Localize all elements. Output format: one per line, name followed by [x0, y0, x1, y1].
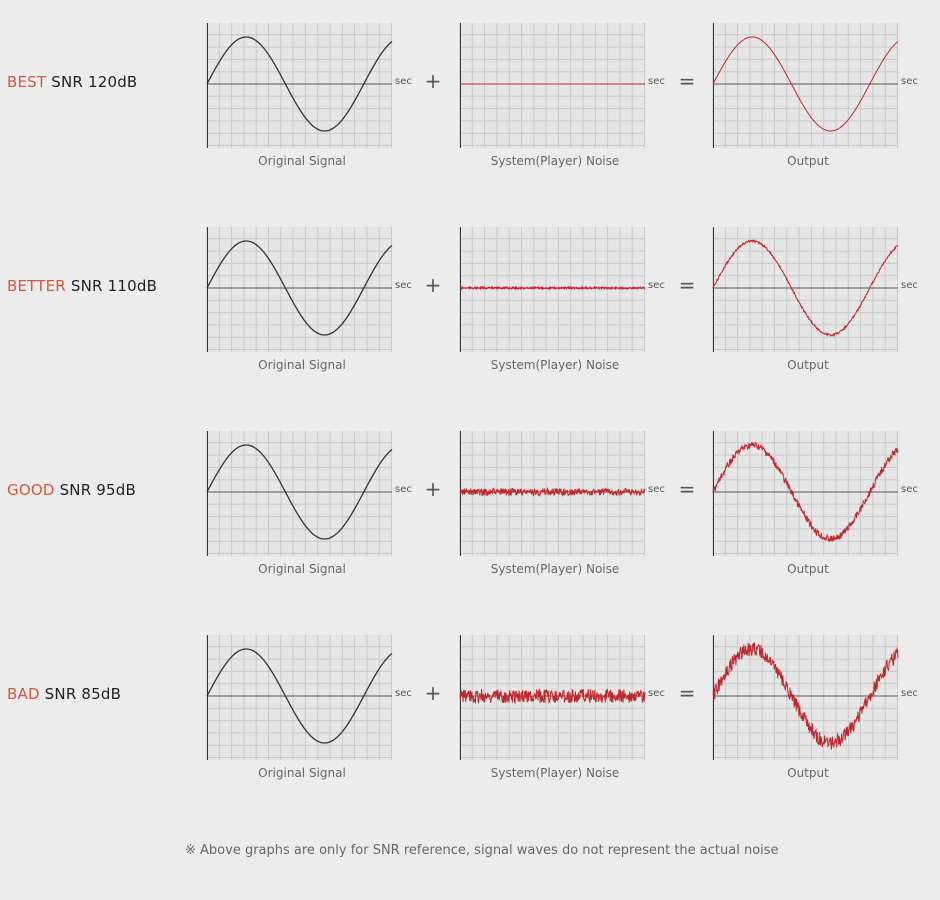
row-label: BETTER SNR 110dB [7, 277, 157, 295]
output-graph: sec Output [712, 635, 918, 780]
graph-caption: Output [787, 358, 829, 372]
graph-caption: Original Signal [258, 766, 346, 780]
snr-row-good: GOOD SNR 95dB sec Original Signal + sec … [0, 431, 940, 591]
sec-axis-label: sec [648, 688, 665, 699]
noise-waveform [459, 486, 646, 497]
graph-caption: System(Player) Noise [490, 562, 620, 576]
equals-operator: = [678, 681, 696, 705]
sec-axis-label: sec [395, 280, 412, 291]
noise-graph: sec System(Player) Noise [459, 431, 665, 576]
snr-value: SNR 95dB [59, 481, 136, 499]
snr-value: SNR 120dB [51, 73, 138, 91]
grid-lines [206, 23, 392, 148]
output-waveform [712, 441, 899, 543]
signal-plot [206, 635, 393, 760]
snr-value: SNR 110dB [70, 277, 158, 295]
row-label: GOOD SNR 95dB [7, 481, 136, 499]
equals-operator: = [678, 477, 696, 501]
snr-row-bad: BAD SNR 85dB sec Original Signal + sec S… [0, 635, 940, 795]
output-graph: sec Output [712, 431, 918, 576]
plus-operator: + [424, 477, 442, 501]
original-signal-graph: sec Original Signal [206, 23, 412, 168]
sec-axis-label: sec [901, 280, 918, 291]
noise-plot [459, 431, 646, 556]
original-signal-graph: sec Original Signal [206, 227, 412, 372]
equals-operator: = [678, 273, 696, 297]
sec-axis-label: sec [901, 688, 918, 699]
graph-caption: Output [787, 154, 829, 168]
signal-waveform [206, 648, 393, 744]
output-plot [712, 431, 899, 556]
plus-operator: + [424, 69, 442, 93]
grid-lines [459, 23, 645, 148]
noise-graph: sec System(Player) Noise [459, 23, 665, 168]
graph-caption: System(Player) Noise [490, 154, 620, 168]
sec-axis-label: sec [901, 76, 918, 87]
row-label: BAD SNR 85dB [7, 685, 121, 703]
graph-caption: Output [787, 562, 829, 576]
output-waveform [712, 642, 899, 750]
output-plot [712, 23, 899, 148]
equals-operator: = [678, 69, 696, 93]
grade-label: BEST [7, 73, 47, 91]
output-plot [712, 635, 899, 760]
sec-axis-label: sec [648, 76, 665, 87]
grid-lines [206, 227, 392, 352]
signal-waveform [206, 36, 393, 132]
sec-axis-label: sec [648, 280, 665, 291]
output-graph: sec Output [712, 23, 918, 168]
output-waveform [712, 36, 899, 132]
noise-plot [459, 635, 646, 760]
signal-plot [206, 227, 393, 352]
noise-plot [459, 227, 646, 352]
grade-label: GOOD [7, 481, 55, 499]
snr-row-best: BEST SNR 120dB sec Original Signal + sec… [0, 23, 940, 183]
original-signal-graph: sec Original Signal [206, 635, 412, 780]
plus-operator: + [424, 273, 442, 297]
sec-axis-label: sec [395, 484, 412, 495]
graph-caption: Original Signal [258, 154, 346, 168]
noise-graph: sec System(Player) Noise [459, 227, 665, 372]
snr-row-better: BETTER SNR 110dB sec Original Signal + s… [0, 227, 940, 387]
plus-operator: + [424, 681, 442, 705]
footnote: ※ Above graphs are only for SNR referenc… [185, 843, 779, 858]
signal-plot [206, 431, 393, 556]
grade-label: BAD [7, 685, 40, 703]
graph-caption: Original Signal [258, 358, 346, 372]
noise-waveform [459, 687, 646, 705]
original-signal-graph: sec Original Signal [206, 431, 412, 576]
graph-caption: Output [787, 766, 829, 780]
output-plot [712, 227, 899, 352]
sec-axis-label: sec [901, 484, 918, 495]
row-label: BEST SNR 120dB [7, 73, 137, 91]
snr-value: SNR 85dB [44, 685, 122, 703]
noise-plot [459, 23, 645, 148]
sec-axis-label: sec [395, 76, 412, 87]
noise-graph: sec System(Player) Noise [459, 635, 665, 780]
noise-waveform [459, 285, 646, 291]
sec-axis-label: sec [648, 484, 665, 495]
output-graph: sec Output [712, 227, 918, 372]
sec-axis-label: sec [395, 688, 412, 699]
signal-waveform [206, 444, 393, 540]
graph-caption: Original Signal [258, 562, 346, 576]
graph-caption: System(Player) Noise [490, 766, 620, 780]
signal-plot [206, 23, 393, 148]
signal-waveform [206, 240, 393, 336]
output-waveform [712, 239, 899, 338]
grade-label: BETTER [7, 277, 66, 295]
graph-caption: System(Player) Noise [490, 358, 620, 372]
